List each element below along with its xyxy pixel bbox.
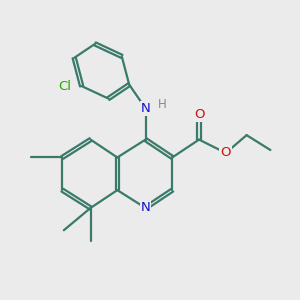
Text: H: H bbox=[158, 98, 166, 111]
Text: N: N bbox=[141, 102, 150, 115]
Text: O: O bbox=[220, 146, 231, 160]
Text: O: O bbox=[194, 108, 204, 121]
Text: Cl: Cl bbox=[58, 80, 71, 93]
Text: N: N bbox=[141, 202, 150, 214]
